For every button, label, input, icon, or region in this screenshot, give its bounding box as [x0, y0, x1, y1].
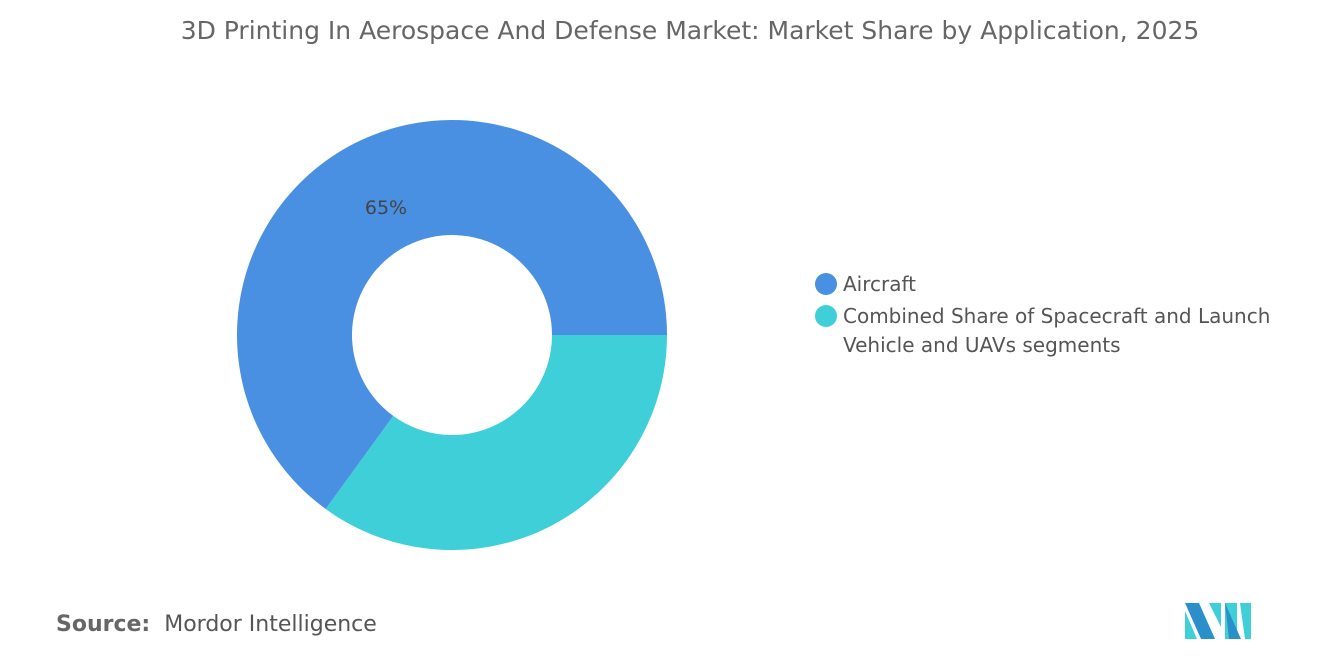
data-label-aircraft: 65% [365, 197, 407, 219]
slice-aircraft [237, 120, 667, 509]
legend-swatch-aircraft [815, 273, 837, 295]
legend-label: Aircraft [843, 272, 917, 296]
source-label: Source: [56, 612, 151, 637]
chart-title-text: 3D Printing In Aerospace And Defense Mar… [180, 16, 1200, 45]
chart-title: 3D Printing In Aerospace And Defense Mar… [0, 12, 1320, 50]
slice-combined [325, 335, 667, 551]
mordor-logo [1185, 603, 1251, 639]
source-note: Source: Mordor Intelligence [56, 612, 377, 637]
source-value: Mordor Intelligence [164, 612, 377, 637]
legend-swatch-combined [815, 305, 837, 327]
legend-label: Combined Share of Spacecraft and Launch … [843, 304, 1271, 357]
